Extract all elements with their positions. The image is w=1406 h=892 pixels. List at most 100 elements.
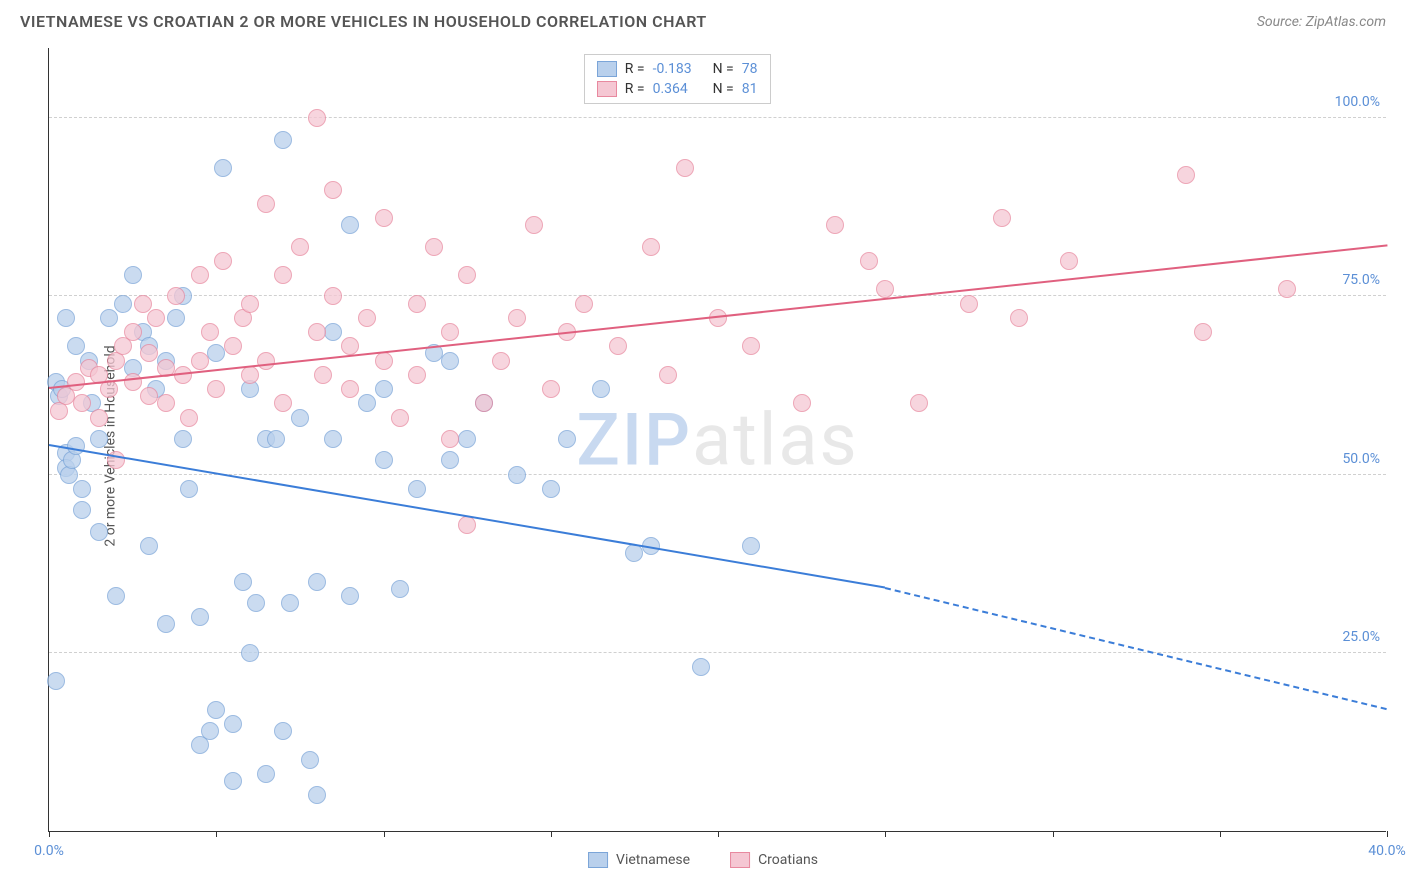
data-point [308, 109, 326, 127]
legend-label: Croatians [758, 852, 818, 868]
y-tick-label: 100.0% [1335, 94, 1388, 110]
data-point [341, 216, 359, 234]
data-point [308, 323, 326, 341]
data-point [157, 394, 175, 412]
data-point [358, 309, 376, 327]
data-point [609, 337, 627, 355]
data-point [642, 238, 660, 256]
data-point [542, 380, 560, 398]
data-point [124, 266, 142, 284]
data-point [291, 409, 309, 427]
data-point [224, 337, 242, 355]
data-point [1194, 323, 1212, 341]
x-tick-label: 0.0% [34, 843, 64, 859]
data-point [67, 437, 85, 455]
data-point [458, 430, 476, 448]
data-point [241, 366, 259, 384]
x-tick [216, 831, 217, 837]
data-point [90, 430, 108, 448]
data-point [57, 309, 75, 327]
grid-line [49, 117, 1386, 118]
legend-row: R =0.364N =81 [597, 79, 758, 99]
data-point [341, 380, 359, 398]
data-point [692, 658, 710, 676]
data-point [324, 430, 342, 448]
x-tick [718, 831, 719, 837]
data-point [191, 608, 209, 626]
trend-line [885, 587, 1387, 710]
r-value: 0.364 [653, 81, 705, 97]
data-point [1278, 280, 1296, 298]
data-point [174, 430, 192, 448]
data-point [73, 501, 91, 519]
watermark-zip: ZIP [576, 397, 692, 482]
data-point [676, 159, 694, 177]
correlation-legend: R =-0.183N =78R =0.364N =81 [584, 54, 771, 104]
chart-title: VIETNAMESE VS CROATIAN 2 OR MORE VEHICLE… [20, 12, 707, 31]
data-point [341, 337, 359, 355]
y-tick-label: 50.0% [1342, 451, 1388, 467]
data-point [742, 537, 760, 555]
data-point [742, 337, 760, 355]
x-tick-label: 40.0% [1368, 843, 1406, 859]
data-point [241, 295, 259, 313]
data-point [73, 394, 91, 412]
data-point [281, 594, 299, 612]
data-point [90, 523, 108, 541]
data-point [140, 537, 158, 555]
n-label: N = [713, 61, 734, 77]
data-point [324, 287, 342, 305]
data-point [860, 252, 878, 270]
data-point [241, 644, 259, 662]
data-point [993, 209, 1011, 227]
data-point [425, 238, 443, 256]
data-point [140, 344, 158, 362]
data-point [558, 430, 576, 448]
data-point [257, 352, 275, 370]
data-point [214, 252, 232, 270]
data-point [391, 409, 409, 427]
data-point [67, 337, 85, 355]
data-point [314, 366, 332, 384]
data-point [508, 309, 526, 327]
y-tick-label: 25.0% [1342, 629, 1388, 645]
data-point [592, 380, 610, 398]
x-tick [885, 831, 886, 837]
data-point [207, 701, 225, 719]
data-point [167, 287, 185, 305]
data-point [324, 323, 342, 341]
data-point [180, 409, 198, 427]
legend-swatch [597, 61, 617, 77]
data-point [274, 266, 292, 284]
data-point [134, 295, 152, 313]
data-point [191, 352, 209, 370]
legend-swatch [597, 81, 617, 97]
data-point [659, 366, 677, 384]
data-point [793, 394, 811, 412]
grid-line [49, 474, 1386, 475]
n-value: 78 [742, 61, 758, 77]
data-point [1010, 309, 1028, 327]
data-point [224, 715, 242, 733]
data-point [910, 394, 928, 412]
data-point [180, 480, 198, 498]
x-tick [1053, 831, 1054, 837]
data-point [391, 580, 409, 598]
legend-swatch [730, 852, 750, 868]
data-point [960, 295, 978, 313]
y-tick-label: 75.0% [1342, 272, 1388, 288]
data-point [67, 373, 85, 391]
data-point [441, 323, 459, 341]
data-point [1060, 252, 1078, 270]
watermark-atlas: atlas [692, 397, 859, 482]
data-point [114, 295, 132, 313]
data-point [375, 352, 393, 370]
data-point [375, 451, 393, 469]
data-point [375, 380, 393, 398]
data-point [47, 672, 65, 690]
chart-source: Source: ZipAtlas.com [1257, 14, 1386, 30]
data-point [458, 266, 476, 284]
data-point [508, 466, 526, 484]
x-tick [1387, 831, 1388, 837]
legend-item: Croatians [730, 852, 818, 868]
